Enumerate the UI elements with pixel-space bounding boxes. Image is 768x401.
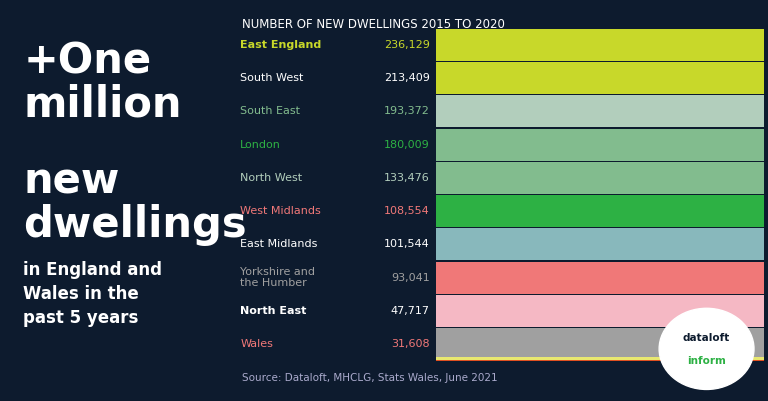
Bar: [435, 129, 764, 160]
Text: East England: East England: [240, 40, 322, 50]
Text: 31,608: 31,608: [391, 339, 429, 349]
Text: London: London: [240, 140, 281, 150]
Text: South West: South West: [240, 73, 303, 83]
Text: 108,554: 108,554: [384, 206, 429, 216]
Text: North East: North East: [240, 306, 306, 316]
Text: South East: South East: [240, 106, 300, 116]
Bar: [435, 195, 764, 227]
Text: inform: inform: [687, 356, 726, 366]
Bar: [435, 262, 764, 294]
Text: West Midlands: West Midlands: [240, 206, 321, 216]
Text: Wales: Wales: [240, 339, 273, 349]
Bar: [435, 229, 764, 260]
Text: 193,372: 193,372: [384, 106, 429, 116]
Text: in England and
Wales in the
past 5 years: in England and Wales in the past 5 years: [24, 261, 162, 327]
Bar: [435, 29, 764, 61]
Text: 133,476: 133,476: [384, 173, 429, 183]
Text: 180,009: 180,009: [384, 140, 429, 150]
Text: new
dwellings: new dwellings: [24, 160, 247, 246]
Bar: [435, 360, 764, 361]
Text: 101,544: 101,544: [384, 239, 429, 249]
Text: dataloft: dataloft: [683, 333, 730, 343]
Text: Yorkshire and
the Humber: Yorkshire and the Humber: [240, 267, 316, 288]
Text: 213,409: 213,409: [384, 73, 429, 83]
Text: 236,129: 236,129: [384, 40, 429, 50]
Ellipse shape: [659, 308, 754, 389]
Text: 93,041: 93,041: [391, 273, 429, 283]
Text: +One
million: +One million: [24, 40, 182, 126]
Text: East Midlands: East Midlands: [240, 239, 318, 249]
Bar: [435, 357, 764, 361]
Bar: [435, 295, 764, 327]
Bar: [435, 95, 764, 127]
Text: North West: North West: [240, 173, 303, 183]
Bar: [435, 162, 764, 194]
Text: 47,717: 47,717: [391, 306, 429, 316]
Text: Source: Dataloft, MHCLG, Stats Wales, June 2021: Source: Dataloft, MHCLG, Stats Wales, Ju…: [242, 373, 498, 383]
Text: NUMBER OF NEW DWELLINGS 2015 TO 2020: NUMBER OF NEW DWELLINGS 2015 TO 2020: [242, 18, 505, 31]
Bar: [435, 62, 764, 94]
Bar: [435, 328, 764, 360]
